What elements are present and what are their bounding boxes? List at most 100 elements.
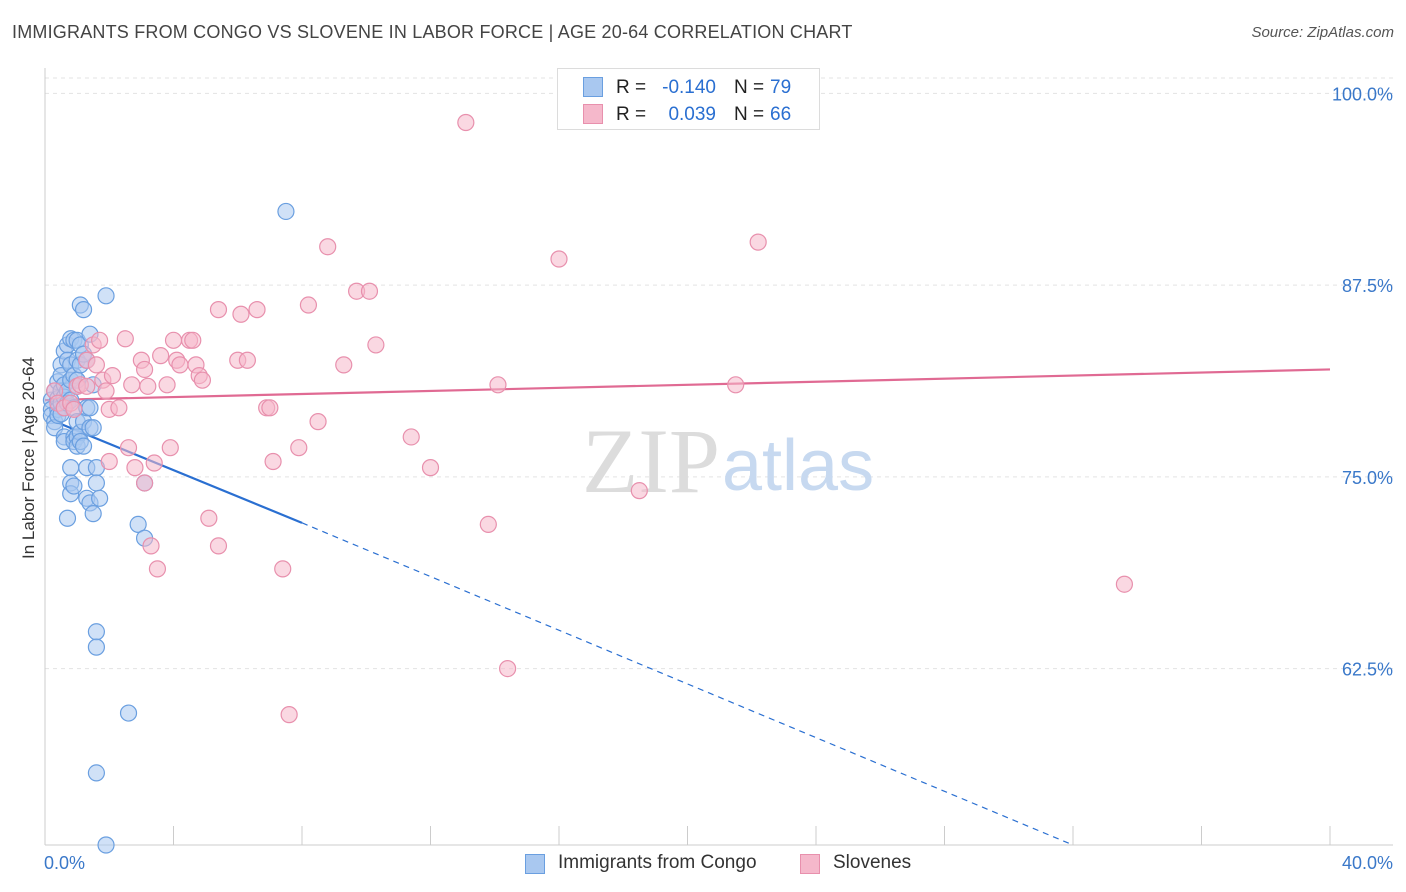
scatter-point-pink[interactable]	[421, 459, 440, 477]
scatter-point-pink[interactable]	[184, 331, 202, 349]
legend-n-label: N =	[734, 77, 765, 98]
scatter-point-pink[interactable]	[161, 439, 179, 457]
y-tick-label: 75.0%	[1342, 468, 1393, 488]
scatter-point-blue[interactable]	[119, 704, 138, 722]
scatter-point-pink[interactable]	[457, 113, 475, 132]
y-axis-label: In Labor Force | Age 20-64	[19, 357, 38, 559]
axis-layer	[44, 68, 1393, 846]
scatter-point-pink[interactable]	[135, 360, 154, 379]
scatter-point-pink[interactable]	[280, 706, 298, 724]
legend-row-slovenes: R = 0.039 N = 66	[558, 102, 819, 128]
scatter-point-blue[interactable]	[58, 509, 77, 527]
scatter-point-pink[interactable]	[171, 356, 189, 374]
scatter-point-blue[interactable]	[87, 623, 106, 641]
legend-label-slovenes: Slovenes	[833, 852, 912, 873]
watermark: ZIP atlas	[582, 410, 874, 512]
scatter-point-pink[interactable]	[126, 459, 144, 477]
scatter-point-pink[interactable]	[299, 296, 318, 314]
scatter-point-pink[interactable]	[135, 474, 154, 492]
legend-row-congo: R = -0.140 N = 79	[558, 75, 819, 101]
correlation-legend: R = -0.140 N = 79 R = 0.039 N = 66	[557, 68, 820, 130]
scatter-point-pink[interactable]	[727, 376, 745, 394]
x-tick-label-min: 0.0%	[44, 853, 85, 873]
tick-label-layer: 62.5% 75.0% 87.5% 100.0% 0.0% 40.0%	[44, 84, 1393, 873]
scatter-point-blue[interactable]	[84, 505, 102, 523]
scatter-point-pink[interactable]	[630, 482, 648, 500]
scatter-point-pink[interactable]	[489, 376, 507, 394]
scatter-point-pink[interactable]	[87, 356, 106, 374]
trend-layer	[44, 368, 1331, 846]
scatter-point-pink[interactable]	[238, 351, 256, 369]
scatter-point-pink[interactable]	[550, 250, 568, 268]
scatter-point-pink[interactable]	[158, 376, 176, 394]
scatter-point-pink[interactable]	[479, 515, 497, 533]
y-tick-label: 100.0%	[1332, 84, 1393, 104]
legend-swatch-blue	[525, 854, 545, 874]
trend-line-pink	[44, 368, 1331, 402]
y-tick-label: 87.5%	[1342, 276, 1393, 296]
scatter-point-blue[interactable]	[62, 459, 80, 477]
scatter-point-pink[interactable]	[290, 439, 308, 457]
scatter-point-pink[interactable]	[116, 330, 134, 348]
scatter-point-pink[interactable]	[78, 377, 96, 395]
scatter-point-blue[interactable]	[65, 477, 83, 495]
scatter-point-blue[interactable]	[74, 301, 93, 319]
scatter-point-pink[interactable]	[402, 428, 420, 446]
scatter-point-pink[interactable]	[248, 301, 266, 319]
scatter-point-pink[interactable]	[209, 537, 228, 555]
scatter-point-blue[interactable]	[84, 419, 102, 437]
scatter-point-pink[interactable]	[110, 399, 128, 417]
legend-r-value: 0.039	[668, 104, 716, 125]
scatter-point-pink[interactable]	[97, 382, 115, 400]
scatter-point-pink[interactable]	[152, 347, 170, 365]
legend-n-label: N =	[734, 104, 765, 125]
scatter-point-blue[interactable]	[97, 836, 115, 854]
scatter-point-blue[interactable]	[277, 202, 295, 221]
scatter-point-pink[interactable]	[142, 537, 160, 555]
scatter-point-blue[interactable]	[91, 489, 109, 507]
scatter-point-pink[interactable]	[193, 371, 212, 389]
scatter-point-blue[interactable]	[74, 437, 93, 455]
legend-swatch-blue	[583, 77, 603, 97]
scatter-point-pink[interactable]	[164, 331, 183, 349]
scatter-point-pink[interactable]	[91, 331, 109, 349]
scatter-point-pink[interactable]	[261, 399, 279, 417]
scatter-point-blue[interactable]	[87, 638, 106, 656]
scatter-point-pink[interactable]	[123, 376, 141, 394]
scatter-point-pink[interactable]	[119, 439, 138, 457]
points-layer	[42, 69, 1134, 854]
scatter-point-pink[interactable]	[200, 509, 218, 527]
watermark-atlas: atlas	[722, 426, 874, 506]
y-tick-label: 62.5%	[1342, 660, 1393, 680]
legend-r-label: R =	[616, 104, 647, 125]
scatter-point-pink[interactable]	[103, 366, 122, 385]
scatter-point-blue[interactable]	[87, 474, 106, 492]
scatter-point-pink[interactable]	[499, 659, 517, 678]
scatter-point-pink[interactable]	[319, 238, 337, 256]
chart-title: IMMIGRANTS FROM CONGO VS SLOVENE IN LABO…	[12, 22, 853, 42]
source-label: Source: ZipAtlas.com	[1251, 24, 1394, 41]
scatter-point-pink[interactable]	[309, 413, 327, 431]
scatter-point-blue[interactable]	[97, 287, 115, 305]
scatter-point-pink[interactable]	[1115, 575, 1134, 593]
watermark-zip: ZIP	[582, 410, 720, 512]
scatter-point-pink[interactable]	[148, 560, 167, 578]
scatter-point-pink[interactable]	[139, 377, 157, 395]
scatter-point-blue[interactable]	[129, 515, 147, 533]
scatter-point-pink[interactable]	[209, 301, 228, 319]
scatter-point-blue[interactable]	[81, 399, 99, 417]
scatter-point-pink[interactable]	[367, 336, 385, 354]
trend-line-blue	[51, 419, 303, 524]
scatter-point-pink[interactable]	[65, 400, 83, 418]
scatter-point-pink[interactable]	[232, 305, 250, 323]
scatter-point-pink[interactable]	[335, 356, 353, 374]
scatter-point-blue[interactable]	[87, 764, 106, 782]
scatter-point-pink[interactable]	[274, 560, 292, 578]
scatter-point-pink[interactable]	[264, 452, 282, 471]
scatter-point-pink[interactable]	[360, 282, 379, 300]
scatter-point-pink[interactable]	[145, 454, 163, 472]
scatter-point-pink[interactable]	[100, 452, 118, 471]
legend-n-value: 79	[770, 77, 792, 98]
scatter-point-pink[interactable]	[749, 233, 767, 251]
